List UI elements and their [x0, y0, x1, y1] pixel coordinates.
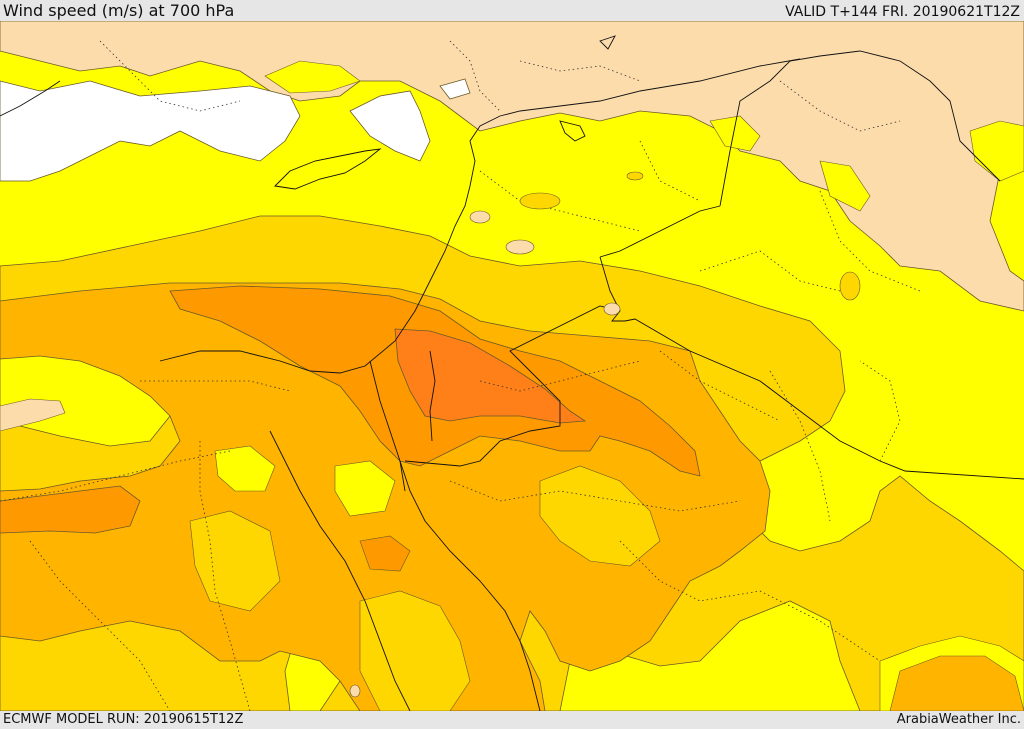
admin-boundaries [0, 40, 921, 711]
credit: ArabiaWeather Inc. [896, 712, 1021, 727]
calm-zone-north [0, 21, 1024, 312]
small-features [349, 171, 861, 698]
valid-time: VALID T+144 FRI. 20190621T12Z [785, 4, 1020, 20]
calm-zone-sea [0, 80, 301, 182]
header-bar: Wind speed (m/s) at 700 hPa VALID T+144 … [0, 0, 1024, 21]
wind-speed-map [0, 21, 1024, 711]
model-run: ECMWF MODEL RUN: 20190615T12Z [3, 712, 244, 727]
coastlines [0, 35, 1024, 711]
footer-bar: ECMWF MODEL RUN: 20190615T12Z ArabiaWeat… [0, 711, 1024, 729]
map-title: Wind speed (m/s) at 700 hPa [3, 1, 235, 20]
